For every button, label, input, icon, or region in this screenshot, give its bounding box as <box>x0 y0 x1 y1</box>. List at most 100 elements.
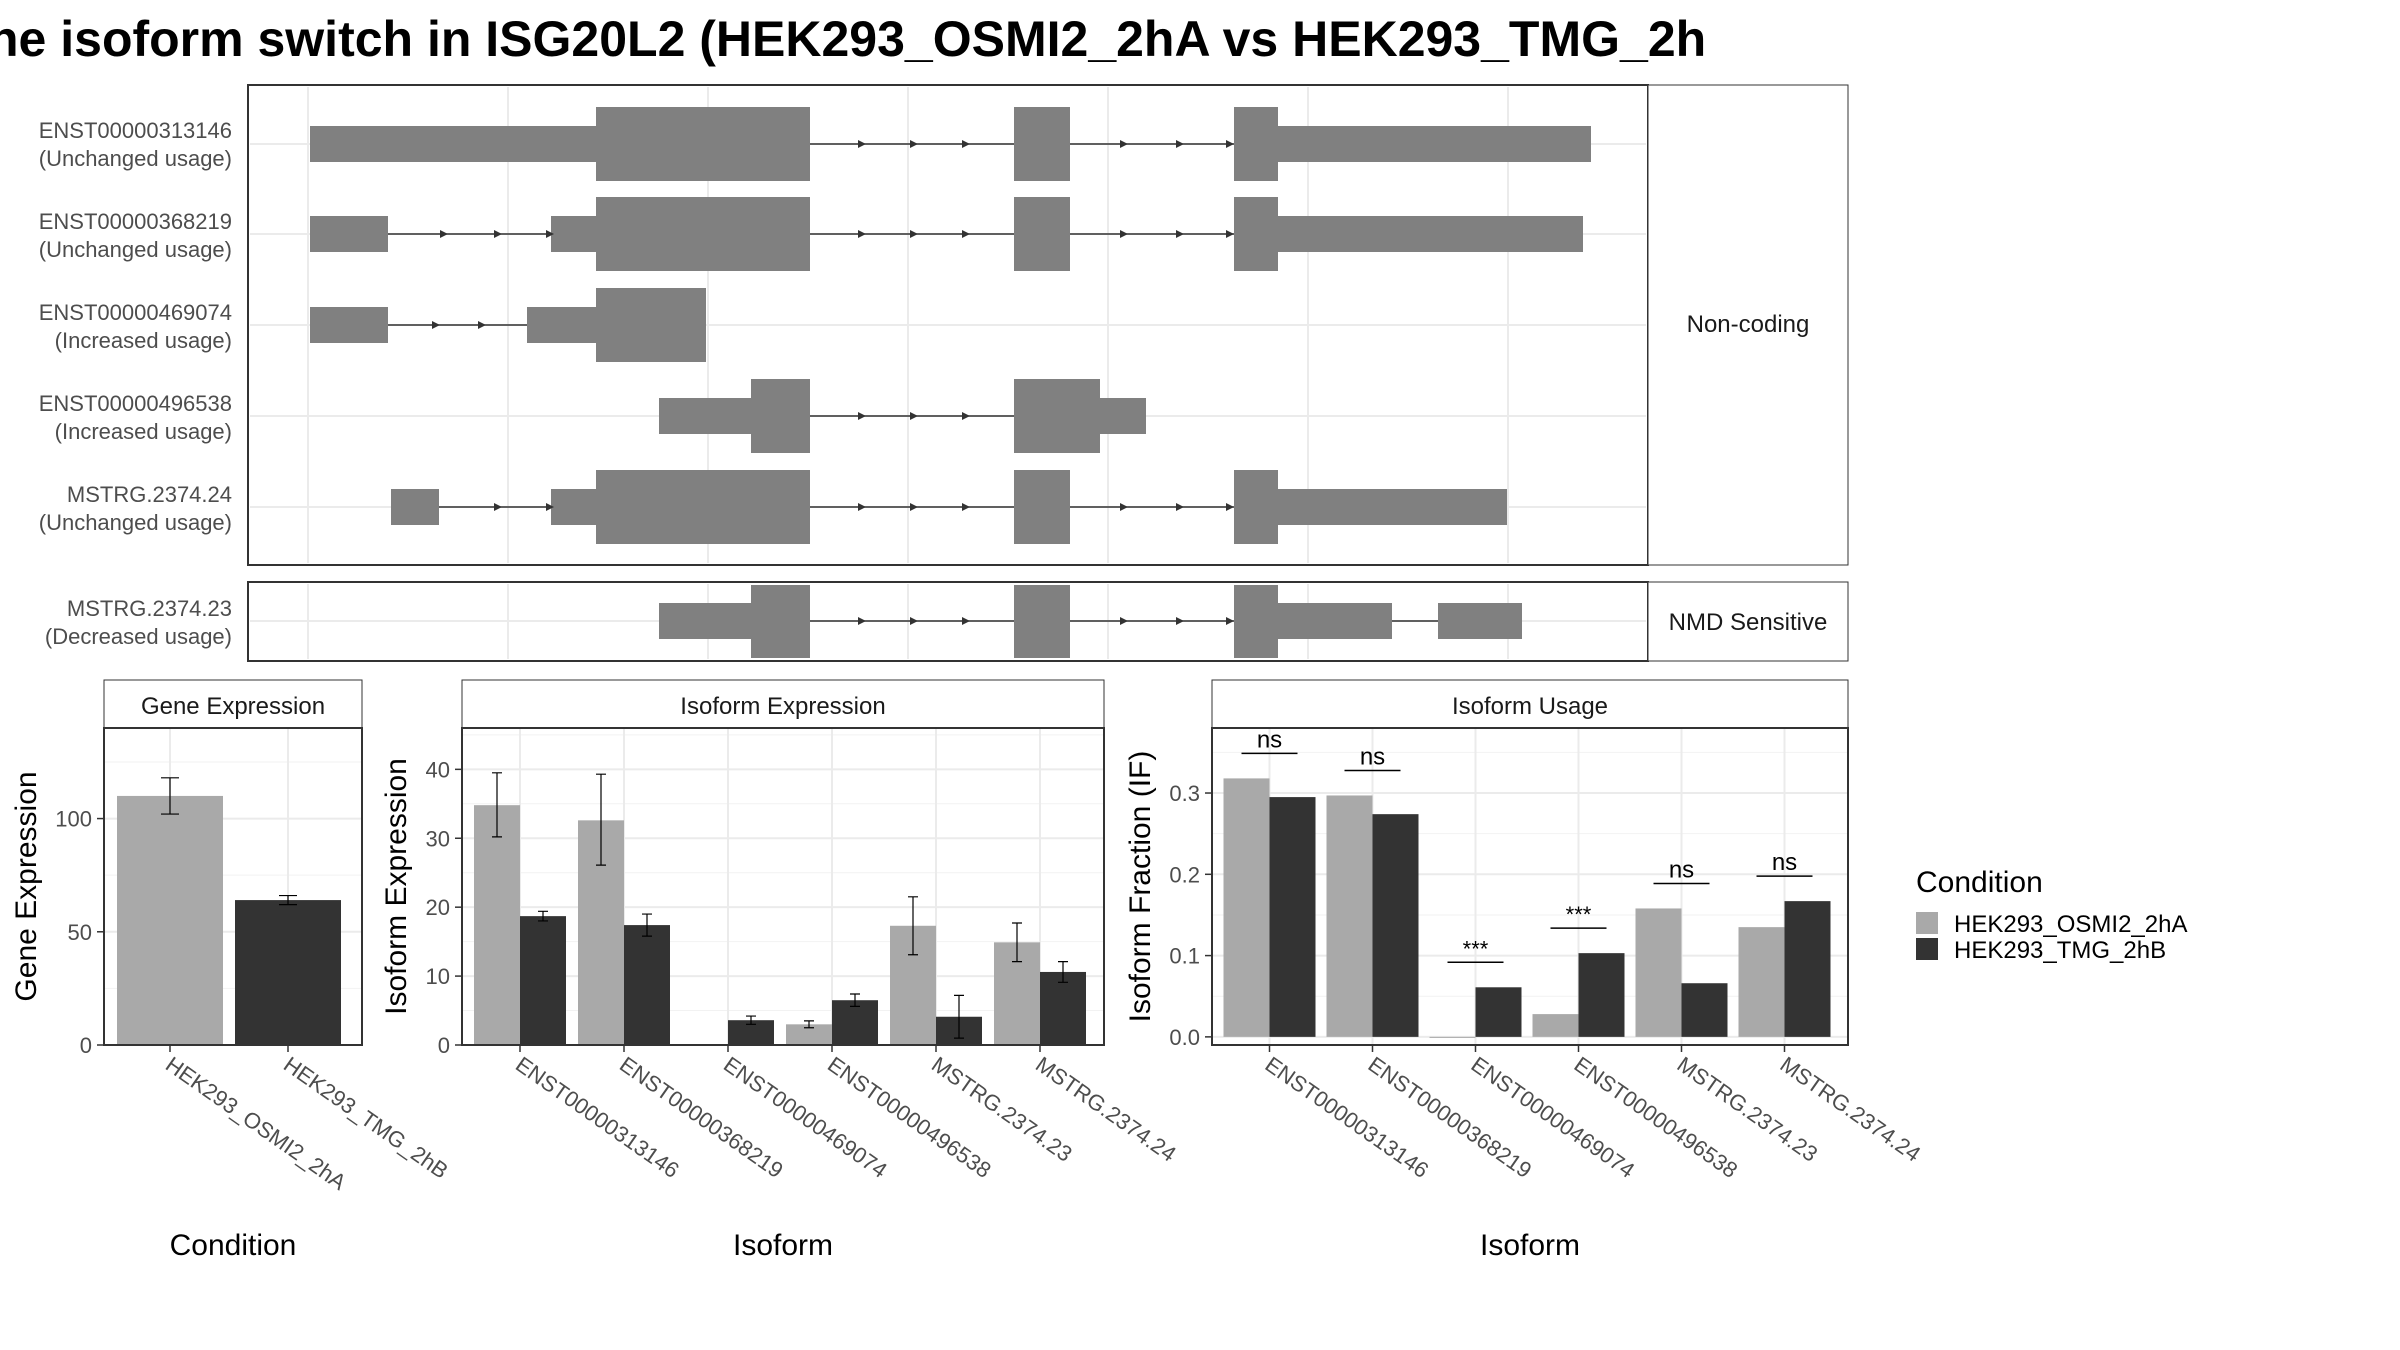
bar <box>1475 987 1522 1037</box>
gene-expression-panel: Gene Expression050100HEK293_OSMI2_2hAHEK… <box>10 679 453 1262</box>
exon-block <box>551 489 597 525</box>
exon-block <box>1014 197 1070 271</box>
exon-block <box>1234 107 1278 181</box>
error-bar <box>642 913 652 937</box>
significance-label: *** <box>1463 936 1489 961</box>
structure-strip-nmd <box>1647 581 1849 662</box>
panel-title: Isoform Usage <box>1452 693 1608 720</box>
bar <box>1269 797 1316 1037</box>
transcript-id: MSTRG.2374.24 <box>67 482 232 507</box>
panel-title: Gene Expression <box>141 693 325 720</box>
exon-block <box>1277 489 1507 525</box>
bar <box>786 1024 832 1045</box>
exon-block <box>596 288 706 362</box>
transcript-id: MSTRG.2374.23 <box>67 596 232 621</box>
intron-arrow <box>858 412 970 420</box>
x-axis-label: Isoform <box>733 1229 833 1262</box>
exon-block <box>596 470 810 544</box>
exon-block <box>310 216 388 252</box>
structure-strip-label: Non-coding <box>1687 311 1810 338</box>
exon-block <box>1234 585 1278 658</box>
structure-strip-label: NMD Sensitive <box>1669 609 1828 636</box>
transcript-usage: (Unchanged usage) <box>39 510 232 535</box>
transcript-structure <box>310 288 706 362</box>
exon-block <box>751 585 810 658</box>
y-tick-label: 20 <box>426 895 450 920</box>
transcript-usage: (Decreased usage) <box>45 624 232 649</box>
y-tick-label: 50 <box>68 920 92 945</box>
exon-block <box>1014 470 1070 544</box>
error-bar <box>1012 922 1022 963</box>
bar <box>1784 901 1831 1037</box>
error-bar <box>954 994 964 1039</box>
transcript-id: ENST00000469074 <box>39 300 232 325</box>
bar <box>1372 814 1419 1037</box>
exon-block <box>751 379 810 453</box>
panel-title: Isoform Expression <box>680 693 885 720</box>
transcript-structure <box>391 470 1507 544</box>
exon-block <box>551 216 597 252</box>
y-axis-label: Isoform Expression <box>380 758 413 1015</box>
bar <box>1040 971 1086 1045</box>
y-tick-label: 30 <box>426 826 450 851</box>
transcript-structure <box>310 107 1591 181</box>
transcript-usage: (Increased usage) <box>55 419 232 444</box>
transcript-structure <box>310 197 1583 271</box>
transcript-row: ENST00000313146 (Unchanged usage) <box>39 107 1591 181</box>
y-axis-label: Isoform Fraction (IF) <box>1124 751 1157 1023</box>
transcript-structure <box>659 585 1522 658</box>
bar <box>1429 1036 1476 1038</box>
exon-block <box>659 603 752 639</box>
condition-legend: Condition HEK293_OSMI2_2hA HEK293_TMG_2h… <box>1916 866 2187 964</box>
error-bar <box>1058 961 1068 983</box>
error-bar <box>279 894 297 906</box>
bar <box>624 925 670 1045</box>
exon-block <box>1234 470 1278 544</box>
exon-block <box>391 489 439 525</box>
bar <box>474 805 520 1045</box>
transcript-structure-panel: Non-coding ENST00000313146 (Unchanged us… <box>39 84 1849 662</box>
exon-block <box>1014 585 1070 658</box>
bar <box>1223 778 1270 1037</box>
structure-strip-noncoding <box>1647 84 1849 566</box>
bar <box>1326 795 1373 1037</box>
error-bar <box>850 993 860 1008</box>
exon-block <box>1014 379 1100 453</box>
error-bar <box>492 772 502 838</box>
x-axis-label: Isoform <box>1480 1229 1580 1262</box>
panel-strip <box>461 679 1105 729</box>
bar <box>235 900 341 1045</box>
bar <box>520 916 566 1045</box>
y-axis-label: Gene Expression <box>10 771 43 1001</box>
error-bar <box>746 1015 756 1025</box>
bar <box>1578 953 1625 1037</box>
exon-block <box>1234 197 1278 271</box>
error-bar <box>538 910 548 922</box>
bar <box>1635 908 1682 1037</box>
transcript-row: ENST00000469074 (Increased usage) <box>39 288 706 362</box>
transcript-row: ENST00000496538 (Increased usage) <box>39 379 1146 453</box>
legend-title: Condition <box>1916 866 2043 899</box>
y-tick-label: 100 <box>55 807 92 832</box>
structure-group-nmd: NMD Sensitive MSTRG.2374.23 (Decreased u… <box>45 581 1849 662</box>
y-tick-label: 0.0 <box>1169 1025 1200 1050</box>
bar <box>117 795 223 1045</box>
exon-block <box>1277 603 1392 639</box>
exon-block <box>659 398 752 434</box>
transcript-row: MSTRG.2374.24 (Unchanged usage) <box>39 470 1507 544</box>
exon-block <box>527 307 597 343</box>
figure-title: he isoform switch in ISG20L2 (HEK293_OSM… <box>0 11 1706 67</box>
error-bar <box>161 777 179 815</box>
exon-block <box>1099 398 1146 434</box>
isoform-expression-panel: Isoform Expression010203040ENST000003131… <box>380 679 1181 1262</box>
error-bar <box>596 773 606 866</box>
exon-block <box>596 107 810 181</box>
transcript-id: ENST00000313146 <box>39 118 232 143</box>
y-tick-label: 40 <box>426 757 450 782</box>
legend-swatch-cond2 <box>1916 938 1938 960</box>
transcript-row: ENST00000368219 (Unchanged usage) <box>39 197 1583 271</box>
bar <box>1681 983 1728 1037</box>
exon-block <box>596 197 810 271</box>
